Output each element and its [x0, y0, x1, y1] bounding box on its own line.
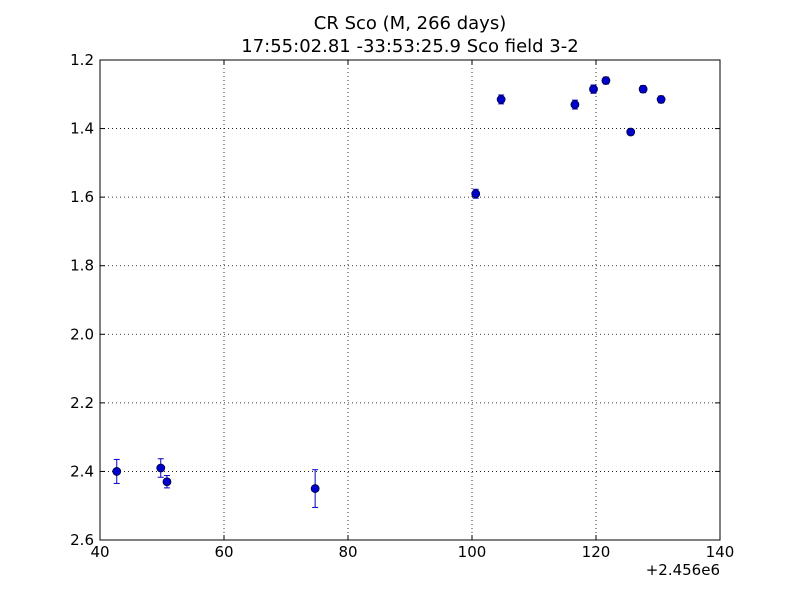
data-point-group: [656, 95, 666, 104]
data-point: [570, 100, 580, 109]
data-point: [656, 95, 666, 104]
data-point: [638, 84, 648, 94]
data-point: [310, 484, 320, 493]
x-tick-label: 100: [458, 543, 487, 561]
x-tick-label: 60: [214, 543, 233, 561]
data-point-group: [626, 127, 636, 137]
grid: [100, 60, 720, 540]
y-tick-label: 1.6: [70, 188, 94, 206]
x-offset-label: +2.456e6: [646, 561, 720, 579]
data-point-group: [589, 84, 598, 94]
data-point-group: [162, 475, 172, 489]
x-tick-label: 120: [582, 543, 611, 561]
axis-ticks: 40 60 80 100 120 140 1.2 1.4 1.6 1.8 2.0 2.2 2.4 2.6: [70, 51, 734, 561]
x-tick-label: 40: [90, 543, 109, 561]
data-point: [156, 463, 166, 473]
data-point-group: [471, 188, 481, 199]
y-tick-label: 2.4: [70, 462, 94, 480]
data-point-group: [570, 99, 580, 110]
chart-title: CR Sco (M, 266 days): [314, 13, 506, 34]
data-point: [496, 95, 506, 104]
data-point: [162, 477, 172, 487]
y-tick-label: 1.8: [70, 257, 94, 275]
data-point: [601, 76, 611, 85]
y-tick-label: 1.4: [70, 120, 94, 138]
data-point-group: [112, 458, 122, 484]
y-tick-label: 2.6: [70, 531, 94, 549]
data-points: [112, 76, 666, 508]
data-point: [471, 189, 481, 199]
data-point-group: [601, 76, 611, 85]
chart-subtitle: 17:55:02.81 -33:53:25.9 Sco field 3-2: [241, 36, 578, 57]
x-tick-label: 80: [338, 543, 357, 561]
data-point-group: [310, 469, 320, 508]
y-tick-label: 2.2: [70, 394, 94, 412]
data-point-group: [638, 84, 648, 94]
x-tick-label: 140: [706, 543, 735, 561]
y-tick-label: 1.2: [70, 51, 94, 69]
data-point: [589, 84, 598, 94]
data-point-group: [496, 94, 506, 105]
data-point: [112, 467, 122, 476]
axes-frame: [99, 59, 721, 541]
data-point: [626, 127, 636, 137]
data-point-group: [156, 458, 166, 478]
y-tick-label: 2.0: [70, 325, 94, 343]
